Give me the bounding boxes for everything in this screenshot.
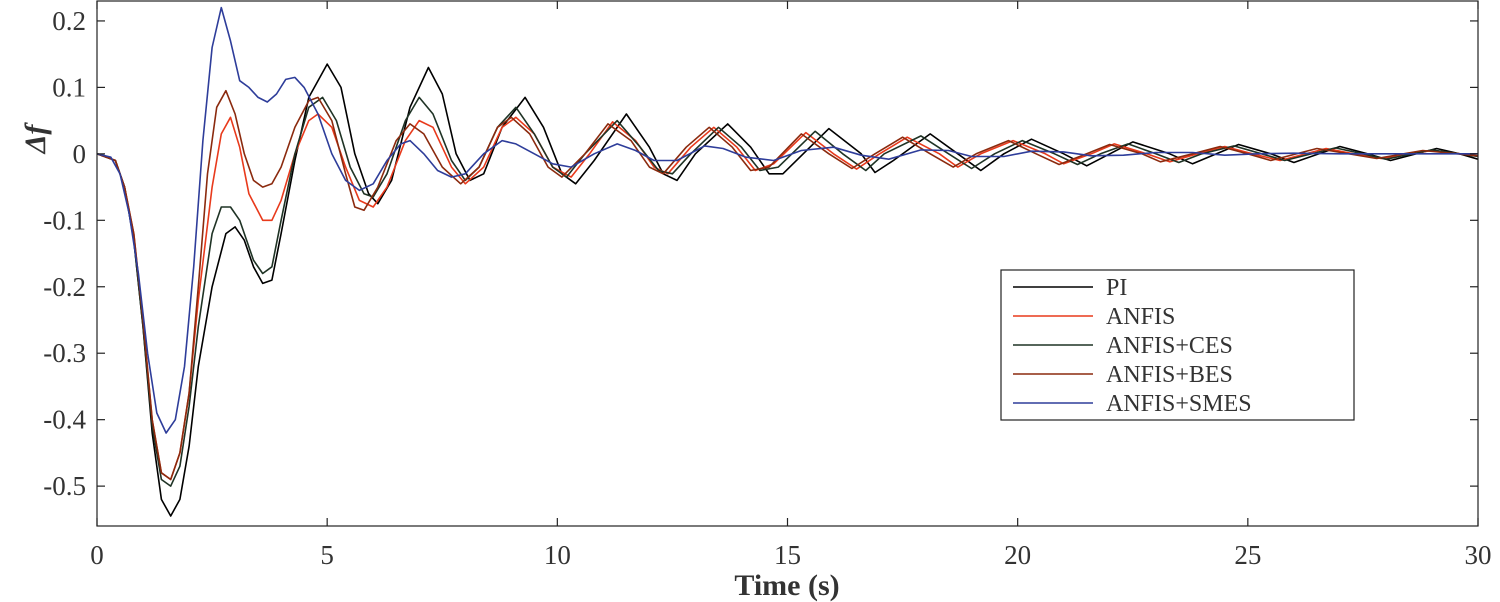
y-axis-title: Δf bbox=[19, 122, 52, 155]
legend-label: ANFIS+BES bbox=[1106, 362, 1233, 388]
y-tick-label: -0.5 bbox=[43, 471, 86, 501]
x-tick-label: 0 bbox=[90, 540, 104, 570]
x-tick-label: 30 bbox=[1465, 540, 1492, 570]
y-tick-label: -0.1 bbox=[43, 205, 86, 235]
plot-frame bbox=[96, 0, 1479, 527]
x-tick-label: 25 bbox=[1234, 540, 1261, 570]
x-tick-label: 20 bbox=[1004, 540, 1031, 570]
x-tick-label: 10 bbox=[544, 540, 571, 570]
y-tick-label: -0.3 bbox=[43, 338, 86, 368]
y-tick-label: -0.4 bbox=[43, 405, 86, 435]
y-tick-label: -0.2 bbox=[43, 272, 86, 302]
y-tick-label: 0 bbox=[73, 139, 87, 169]
legend: PI ANFIS ANFIS+CES ANFIS+BES ANFIS+SMES bbox=[1000, 269, 1355, 421]
series-line-4 bbox=[97, 6, 1478, 434]
x-axis-title: Time (s) bbox=[734, 569, 839, 602]
legend-label: ANFIS+SMES bbox=[1106, 391, 1252, 417]
legend-label: ANFIS bbox=[1106, 304, 1175, 330]
x-axis: 0 5 10 15 20 25 30 bbox=[90, 1, 1492, 570]
legend-label: ANFIS+CES bbox=[1106, 333, 1233, 359]
legend-label: PI bbox=[1106, 275, 1127, 301]
series-line-0 bbox=[97, 63, 1478, 517]
x-tick-label: 5 bbox=[320, 540, 334, 570]
x-tick-label: 15 bbox=[774, 540, 801, 570]
series-line-2 bbox=[97, 96, 1478, 487]
y-axis: 0.2 0.1 0 -0.1 -0.2 -0.3 -0.4 -0.5 bbox=[43, 6, 1478, 501]
y-tick-label: 0.1 bbox=[52, 72, 86, 102]
series-layer bbox=[97, 6, 1478, 517]
series-line-3 bbox=[97, 89, 1478, 481]
y-tick-label: 0.2 bbox=[52, 6, 86, 36]
